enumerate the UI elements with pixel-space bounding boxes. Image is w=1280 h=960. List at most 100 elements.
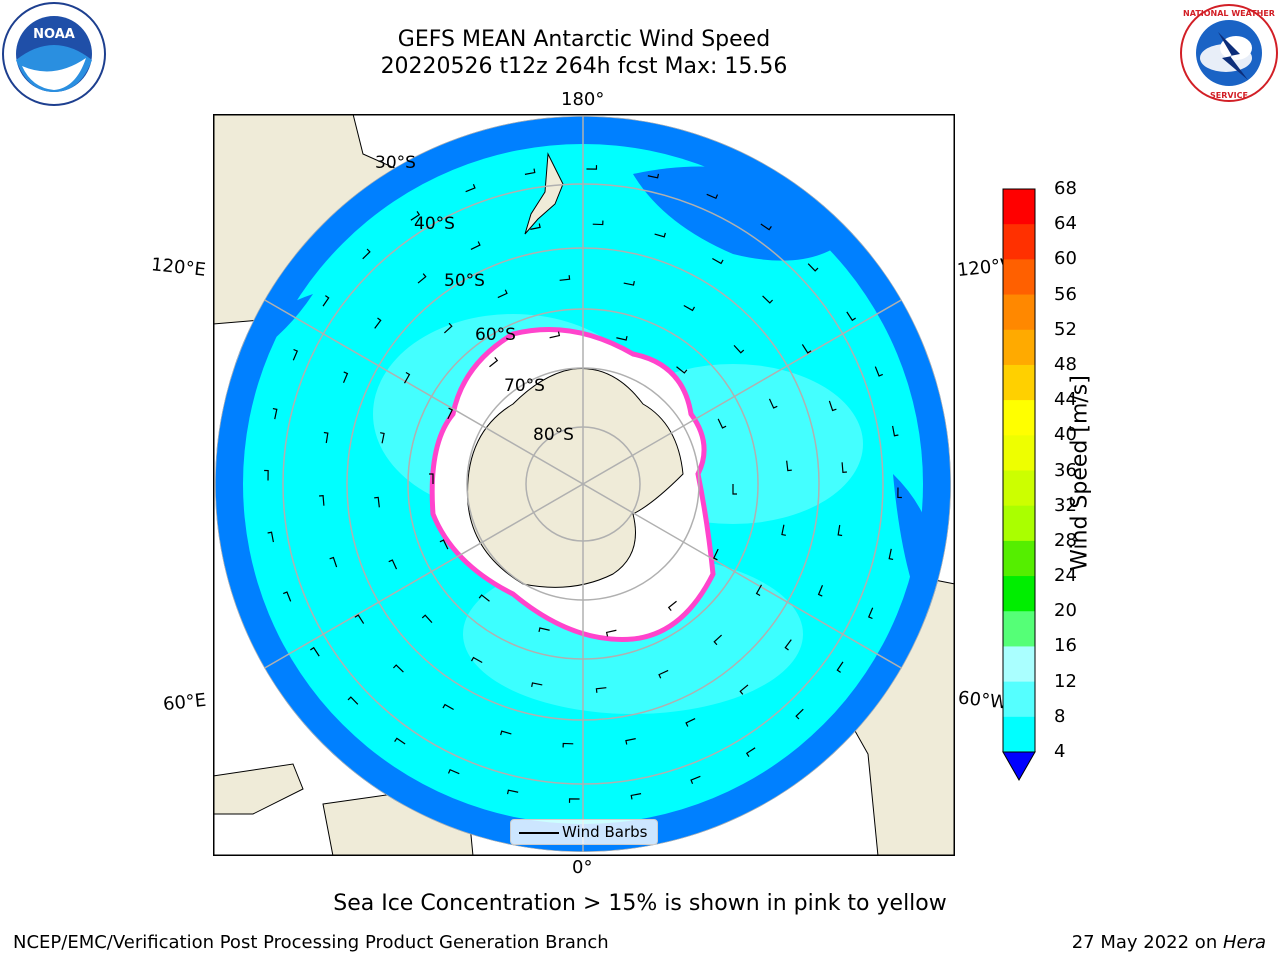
- wind-barb: [837, 524, 843, 537]
- colorbar-tick-label: 28: [1054, 529, 1077, 551]
- wind-barb: [538, 627, 550, 633]
- wind-barb: [362, 248, 371, 260]
- wind-barb: [807, 263, 819, 272]
- wind-barb: [625, 738, 636, 745]
- wind-barb: [329, 556, 338, 568]
- wind-barb: [403, 371, 411, 384]
- colorbar: [1002, 188, 1036, 782]
- wind-barb: [717, 418, 727, 429]
- wind-barb: [592, 220, 604, 226]
- wind-barb: [292, 348, 299, 361]
- wind-barb: [322, 295, 330, 307]
- colorbar-segment: [1003, 540, 1035, 577]
- wind-barb: [524, 168, 536, 175]
- wind-barb: [733, 344, 745, 354]
- wind-barb: [801, 344, 812, 354]
- date-text: 27 May 2022 on Hera: [1072, 932, 1266, 953]
- wind-barb: [647, 173, 660, 179]
- wind-barb: [549, 331, 561, 339]
- wind-barb: [867, 607, 874, 620]
- colorbar-segment: [1003, 646, 1035, 683]
- colorbar-label: Wind Speed [m/s]: [1067, 375, 1093, 571]
- date-prefix: 27 May 2022 on: [1071, 932, 1223, 953]
- colorbar-tick-label: 68: [1054, 178, 1077, 199]
- wind-barb: [354, 614, 365, 624]
- lon-label-60e: 60°E: [162, 689, 208, 716]
- wind-barb: [283, 591, 292, 602]
- wind-barb: [374, 496, 380, 508]
- colorbar-segment: [1003, 329, 1035, 366]
- colorbar-tick-label: 64: [1054, 213, 1077, 235]
- wind-barb: [739, 684, 749, 695]
- lat-label-30s: 30°S: [375, 153, 416, 173]
- wind-barb: [712, 257, 724, 265]
- noaa-logo: NOAA: [2, 2, 106, 106]
- lat-label-40s: 40°S: [414, 214, 455, 234]
- colorbar-tick-label: 60: [1054, 248, 1077, 270]
- wind-barb: [421, 614, 433, 624]
- wind-barb: [795, 708, 804, 720]
- wind-barb: [781, 524, 786, 536]
- wind-barb: [439, 539, 449, 550]
- wind-barb: [713, 548, 719, 561]
- wind-barb: [264, 469, 269, 481]
- wind-barb: [683, 304, 696, 312]
- wind-barb: [676, 366, 688, 374]
- nws-logo: NATIONAL WEATHER SERVICE: [1180, 4, 1278, 102]
- wind-barb: [836, 661, 844, 673]
- wind-barb: [713, 634, 723, 646]
- lat-label-80s: 80°S: [533, 425, 574, 445]
- wind-barb: [897, 487, 902, 499]
- wind-barb: [380, 432, 385, 444]
- wind-barb: [623, 281, 635, 286]
- wind-barb: [828, 400, 837, 412]
- wind-barb: [417, 273, 427, 284]
- colorbar-segment: [1003, 576, 1035, 612]
- colorbar-segment: [1003, 435, 1035, 471]
- wind-barb: [470, 656, 483, 664]
- lat-label-50s: 50°S: [444, 271, 485, 291]
- wind-barb: [755, 584, 763, 597]
- wind-barb: [342, 371, 349, 383]
- wind-barb: [768, 398, 778, 409]
- wind-barb: [888, 548, 894, 561]
- wind-barb: [267, 531, 274, 543]
- wind-barb: [447, 407, 453, 420]
- colorbar-tick-label: 4: [1054, 741, 1066, 762]
- colorbar-tick-label: 48: [1054, 353, 1077, 375]
- wind-barb: [762, 295, 774, 304]
- colorbar-tick-label: 16: [1054, 635, 1077, 657]
- wind-barb: [568, 798, 580, 803]
- wind-barb: [310, 646, 320, 657]
- wind-barb: [347, 696, 359, 705]
- colorbar-segment: [1003, 364, 1035, 401]
- lon-label-120e: 120°E: [150, 254, 207, 281]
- map-legend: Wind Barbs: [510, 819, 658, 845]
- wind-barb: [586, 165, 598, 170]
- colorbar-segment: [1003, 681, 1035, 718]
- wind-barb: [595, 687, 607, 693]
- wind-barb: [442, 703, 454, 711]
- colorbar-segment: [1003, 259, 1035, 296]
- wind-barb: [323, 431, 329, 444]
- colorbar-segment: [1003, 716, 1035, 753]
- colorbar-under-triangle: [1002, 751, 1036, 782]
- wind-barb: [506, 789, 519, 795]
- wind-barb: [616, 335, 628, 341]
- colorbar-tick-label: 56: [1054, 283, 1077, 305]
- lat-label-70s: 70°S: [504, 376, 545, 396]
- wind-barb: [559, 275, 571, 281]
- wind-barb: [685, 718, 696, 727]
- wind-barb: [500, 730, 512, 736]
- colorbar-tick-label: 52: [1054, 318, 1077, 340]
- colorbar-segment: [1003, 611, 1035, 647]
- wind-barb: [874, 366, 883, 377]
- chart-subtitle: 20220526 t12z 264h fcst Max: 15.56: [380, 54, 788, 79]
- colorbar-tick-label: 32: [1054, 494, 1077, 516]
- wind-barb: [605, 629, 617, 637]
- wind-barb: [470, 241, 481, 250]
- wind-barb: [846, 311, 856, 322]
- wind-barb: [531, 682, 543, 687]
- wind-barb: [786, 460, 792, 472]
- colorbar-segment: [1003, 400, 1035, 436]
